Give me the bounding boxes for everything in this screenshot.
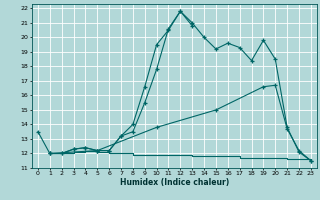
X-axis label: Humidex (Indice chaleur): Humidex (Indice chaleur) [120, 178, 229, 187]
